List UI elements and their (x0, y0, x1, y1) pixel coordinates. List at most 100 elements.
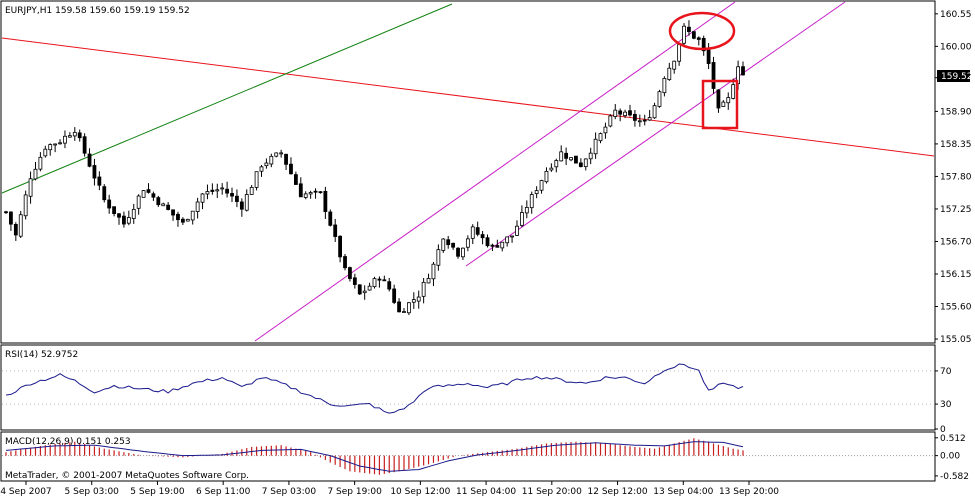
candle-body (500, 241, 505, 249)
candle-body (613, 109, 618, 117)
rsi-panel-frame (0, 344, 936, 431)
candle-body (126, 217, 131, 224)
price-tick-label: 157.80 (940, 172, 972, 182)
candle-body (515, 225, 519, 236)
rsi-tick-label: 30 (940, 400, 952, 410)
candle-body (225, 188, 230, 194)
candle-body (303, 193, 308, 198)
price-panel-frame (0, 0, 936, 344)
candle-body (215, 189, 220, 192)
candle-body (534, 190, 539, 195)
candle-body (652, 105, 657, 119)
candle-body (598, 133, 603, 142)
candle-body (289, 163, 293, 175)
candle-body (490, 244, 495, 247)
time-tick-label: 13 Sep 20:00 (719, 487, 779, 497)
candle-body (529, 194, 534, 209)
macd-panel-frame (0, 431, 936, 482)
candles (4, 20, 745, 316)
candle-body (92, 165, 97, 179)
candle-body (18, 214, 23, 237)
candle-body (406, 302, 411, 314)
rsi-axis: 70 30 0 (2, 367, 952, 435)
candle-body (348, 267, 352, 279)
candle-body (284, 153, 288, 165)
candle-body (48, 144, 53, 151)
candle-body (387, 281, 392, 290)
candle-body (13, 224, 18, 236)
time-tick-label: 11 Sep 20:00 (522, 487, 582, 497)
candle-body (696, 37, 701, 40)
candle-body (569, 157, 573, 161)
candle-body (426, 277, 431, 284)
time-tick-label: 12 Sep 12:00 (588, 487, 648, 497)
candle-body (171, 209, 175, 216)
candle-body (731, 84, 736, 99)
candle-body (180, 218, 185, 223)
candle-body (367, 285, 372, 291)
copyright-label: MetaTrader, © 2001-2007 MetaQuotes Softw… (5, 471, 249, 481)
candle-body (9, 211, 13, 225)
price-tick-label: 160.55 (940, 10, 972, 20)
candle-body (210, 189, 215, 192)
candle-body (58, 142, 62, 145)
candle-body (480, 234, 485, 239)
price-tick-label: 155.60 (940, 303, 972, 313)
candle-body (701, 37, 706, 52)
candle-body (392, 288, 397, 303)
candle-body (254, 171, 259, 188)
candle-body (82, 136, 87, 154)
time-tick-label: 13 Sep 04:00 (653, 487, 713, 497)
candle-body (672, 60, 677, 70)
candle-body (687, 26, 691, 33)
candle-body (510, 235, 514, 238)
candle-body (97, 176, 102, 186)
candle-body (485, 237, 490, 247)
candle-body (328, 211, 333, 226)
macd-label: MACD(12,26,9) 0.151 0.253 (5, 437, 131, 447)
candle-body (102, 186, 107, 201)
candle-body (362, 290, 367, 294)
candle-body (470, 226, 475, 239)
candle-body (146, 189, 151, 193)
rsi-line (5, 363, 744, 414)
candle-body (520, 212, 524, 226)
candle-body (244, 194, 249, 211)
macd-tick-label: 0.512 (940, 434, 966, 444)
candle-body (235, 195, 239, 202)
rsi-tick-label: 70 (940, 367, 952, 377)
candle-body (539, 180, 544, 191)
candle-body (505, 236, 510, 244)
candle-body (112, 206, 116, 214)
candle-body (205, 191, 210, 195)
candle-body (4, 211, 8, 214)
candle-body (677, 44, 682, 62)
candle-body (421, 281, 426, 297)
candle-body (628, 110, 632, 116)
candle-body (446, 239, 451, 246)
green-trendline (1, 3, 453, 194)
candle-body (298, 183, 303, 198)
candle-body (475, 227, 480, 235)
candle-body (711, 62, 716, 89)
annotation-rectangle (701, 79, 739, 130)
candle-body (195, 201, 200, 212)
candle-body (382, 279, 387, 282)
candle-body (465, 238, 470, 248)
candle-body (574, 155, 578, 164)
candle-body (33, 168, 38, 180)
candle-body (220, 187, 225, 190)
candle-body (495, 245, 500, 248)
candle-body (456, 247, 460, 257)
candle-body (166, 204, 171, 210)
candle-body (343, 256, 347, 269)
candle-body (107, 199, 112, 209)
candle-body (259, 166, 264, 172)
candle-body (151, 193, 156, 198)
candle-body (726, 97, 731, 104)
candle-body (657, 91, 662, 107)
candle-body (608, 115, 613, 127)
candle-body (176, 213, 180, 221)
candle-body (352, 277, 357, 285)
